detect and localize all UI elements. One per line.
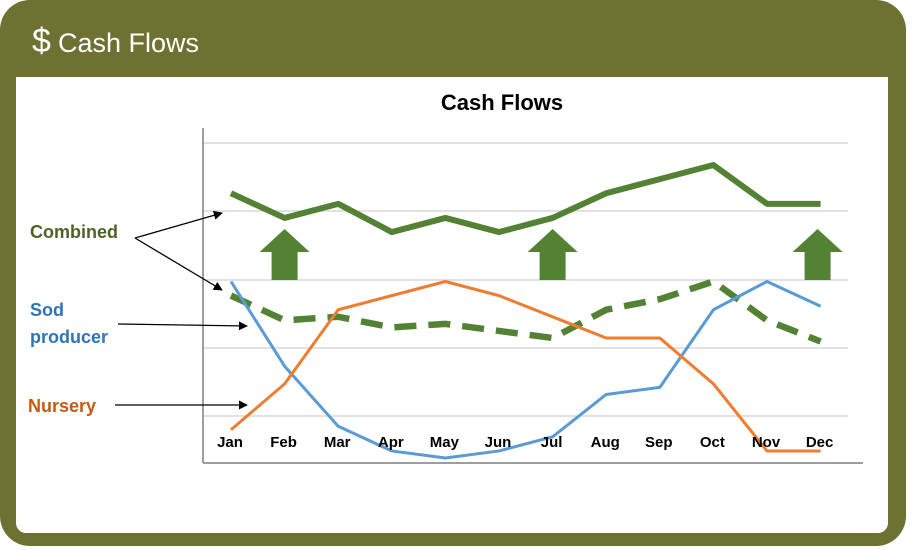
x-tick-label-jun: Jun [485,434,512,451]
pointer-sod [117,321,248,331]
series-lines [229,162,822,460]
x-tick-label-apr: Apr [378,434,404,451]
series-line-sod-producer [229,280,822,460]
gridlines [203,142,848,417]
axes [202,128,863,464]
series-line-combined-dashed [229,278,822,345]
dollar-icon: $ [32,22,51,60]
series-line-combined [229,162,821,236]
pointer-combined-solid [134,210,223,239]
series-line-nursery [230,280,821,453]
annotation-pointers [115,210,248,410]
sod-label-line2: producer [30,327,108,347]
annotation-labels: Combined Sod producer Nursery [28,222,118,416]
x-tick-label-dec: Dec [806,434,834,451]
up-arrow-jul [527,229,578,280]
up-arrow-feb [259,229,310,280]
combined-label: Combined [30,222,118,242]
x-tick-label-may: May [430,434,460,451]
x-tick-label-sep: Sep [645,434,673,451]
x-tick-label-nov: Nov [752,434,781,451]
chart-title: Cash Flows [441,90,563,115]
x-tick-label-mar: Mar [324,434,351,451]
nursery-label: Nursery [28,396,96,416]
x-tick-label-jan: Jan [217,434,243,451]
sod-label-line1: Sod [30,300,64,320]
x-tick-labels: Jan Feb Mar Apr May Jun Jul Aug Sep Oct Nov Dec [217,434,833,451]
x-tick-label-aug: Aug [591,434,620,451]
x-tick-label-feb: Feb [270,434,297,451]
x-tick-label-jul: Jul [541,434,563,451]
up-arrow-dec [792,229,843,280]
pointer-combined-dashed [134,237,223,291]
up-arrows [259,229,843,280]
page-title: Cash Flows [58,28,200,58]
x-tick-label-oct: Oct [700,434,725,451]
